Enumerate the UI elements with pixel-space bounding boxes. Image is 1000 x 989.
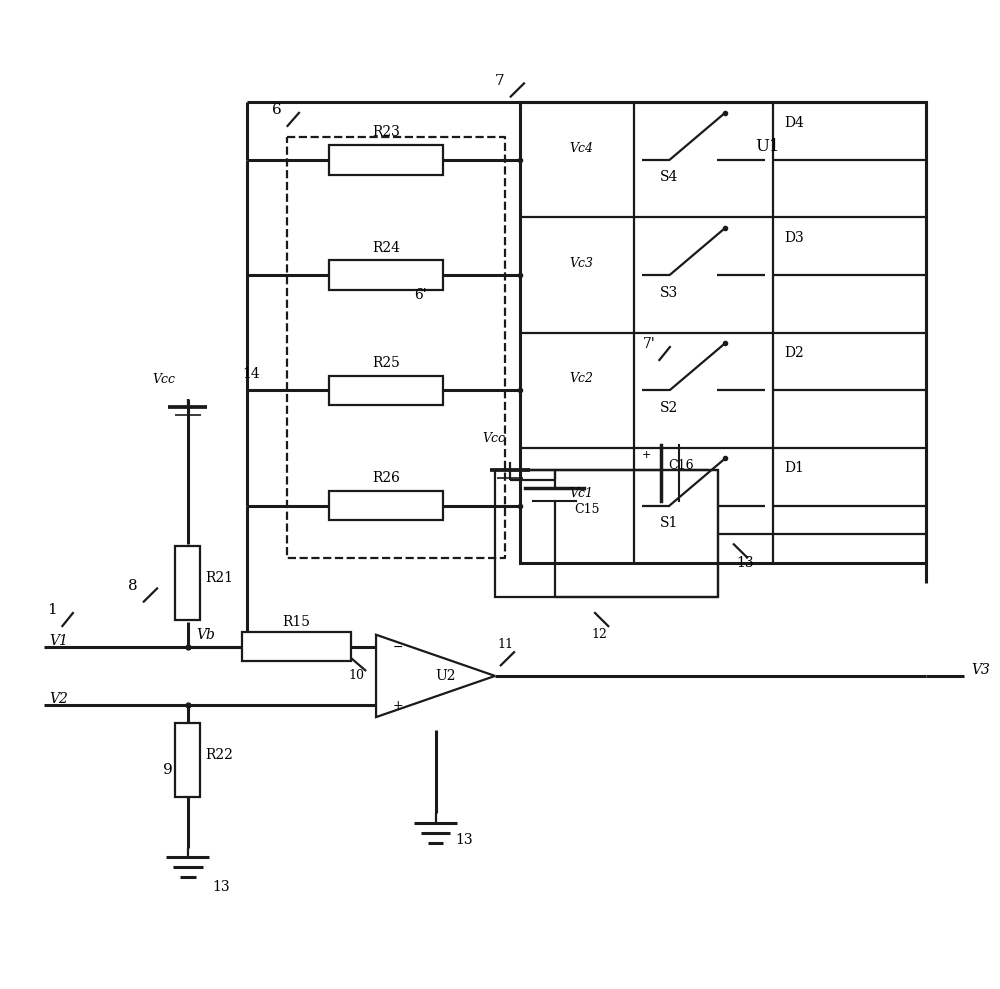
Text: Vc3: Vc3 bbox=[570, 257, 594, 270]
Text: 13: 13 bbox=[212, 880, 230, 894]
Text: U2: U2 bbox=[435, 669, 456, 683]
Text: 8: 8 bbox=[128, 579, 138, 592]
Text: 7': 7' bbox=[642, 337, 655, 351]
Text: D4: D4 bbox=[785, 116, 804, 130]
Text: V1: V1 bbox=[49, 634, 68, 648]
Text: D2: D2 bbox=[785, 346, 804, 360]
Text: 14: 14 bbox=[242, 367, 260, 381]
Text: 6': 6' bbox=[414, 288, 427, 302]
Text: $-$: $-$ bbox=[392, 640, 403, 653]
Text: Vcc: Vcc bbox=[153, 373, 176, 387]
Text: +: + bbox=[642, 450, 651, 460]
Polygon shape bbox=[376, 635, 495, 717]
Bar bbox=[329, 145, 443, 174]
Text: Vb: Vb bbox=[196, 628, 215, 642]
Bar bbox=[329, 491, 443, 520]
Text: Vc1: Vc1 bbox=[570, 488, 594, 500]
Text: 11: 11 bbox=[497, 638, 513, 651]
Text: V3: V3 bbox=[971, 663, 990, 677]
Text: 10: 10 bbox=[348, 670, 364, 682]
Text: R22: R22 bbox=[205, 748, 233, 762]
Text: Vc2: Vc2 bbox=[570, 372, 594, 385]
Text: D3: D3 bbox=[785, 230, 804, 245]
Text: R15: R15 bbox=[283, 615, 311, 629]
Text: 7: 7 bbox=[495, 73, 505, 88]
Bar bbox=[329, 376, 443, 405]
Text: C16: C16 bbox=[668, 459, 694, 472]
Bar bbox=[329, 260, 443, 290]
Text: 13: 13 bbox=[736, 556, 754, 570]
Text: V2: V2 bbox=[49, 692, 68, 706]
Text: S4: S4 bbox=[659, 170, 678, 185]
Text: R21: R21 bbox=[205, 571, 233, 584]
Text: 1: 1 bbox=[47, 603, 57, 617]
Text: S3: S3 bbox=[659, 286, 678, 300]
Text: S1: S1 bbox=[659, 516, 678, 530]
Text: S2: S2 bbox=[659, 401, 678, 415]
Text: U1: U1 bbox=[755, 137, 780, 155]
Text: 6: 6 bbox=[272, 103, 282, 117]
Text: R23: R23 bbox=[372, 126, 400, 139]
Bar bbox=[495, 470, 718, 597]
Text: Vc4: Vc4 bbox=[570, 141, 594, 154]
Text: 9: 9 bbox=[163, 764, 173, 777]
Bar bbox=[242, 632, 351, 662]
Text: R25: R25 bbox=[372, 356, 400, 370]
Bar bbox=[175, 546, 200, 619]
Text: C15: C15 bbox=[574, 502, 600, 515]
Text: 13: 13 bbox=[455, 833, 473, 847]
Bar bbox=[175, 723, 200, 796]
Text: $+$: $+$ bbox=[392, 699, 403, 712]
Text: R24: R24 bbox=[372, 240, 400, 254]
Text: D1: D1 bbox=[785, 461, 804, 476]
Text: 12: 12 bbox=[591, 628, 607, 641]
Bar bbox=[520, 102, 926, 563]
Text: Vcc: Vcc bbox=[482, 432, 505, 445]
Text: R26: R26 bbox=[372, 471, 400, 485]
